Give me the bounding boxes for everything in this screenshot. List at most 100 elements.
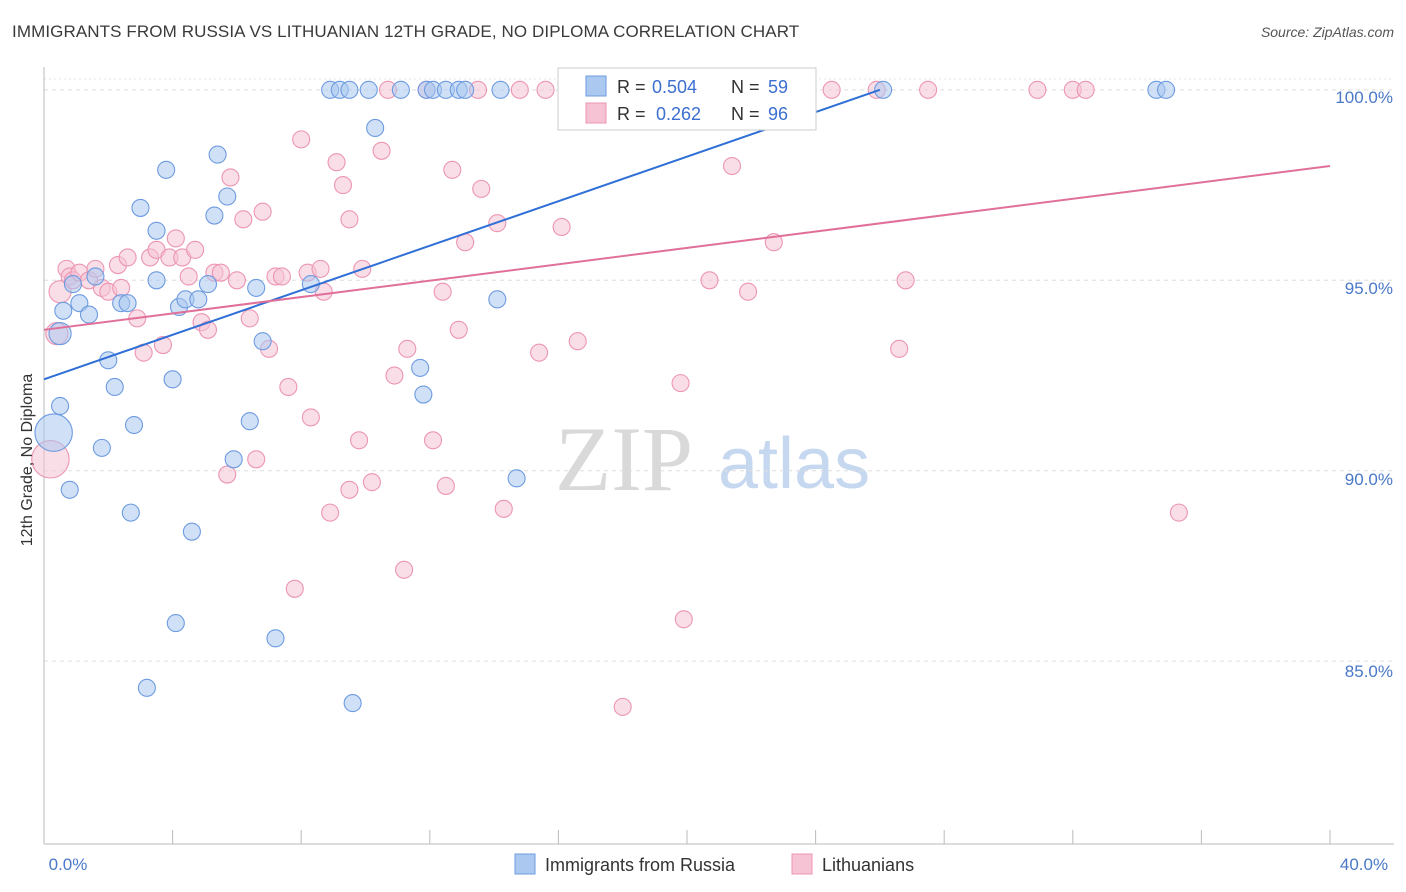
lithuanians-point bbox=[166, 229, 185, 248]
lithuanians-point bbox=[198, 320, 218, 339]
russia-point bbox=[366, 118, 385, 137]
bottom-legend-label-lithuanians: Lithuanians bbox=[822, 855, 914, 875]
russia-point bbox=[157, 160, 176, 179]
russia-trend-line bbox=[43, 88, 881, 381]
russia-point bbox=[507, 469, 526, 488]
russia-point bbox=[205, 206, 224, 225]
lithuanians-point bbox=[700, 271, 719, 290]
russia-point bbox=[63, 275, 82, 294]
russia-point bbox=[340, 80, 359, 99]
russia-point bbox=[456, 80, 475, 99]
lithuanians-point bbox=[423, 431, 443, 450]
russia-point bbox=[163, 370, 182, 389]
lithuanians-point bbox=[443, 160, 462, 179]
russia-point bbox=[60, 480, 79, 499]
russia-point bbox=[874, 80, 893, 99]
y-tick-label-90: 90.0% bbox=[1345, 470, 1393, 489]
legend-n-value-russia: 59 bbox=[768, 77, 788, 97]
watermark-zip: ZIP bbox=[555, 408, 693, 510]
lithuanians-point bbox=[449, 320, 468, 339]
lithuanians-point bbox=[395, 560, 414, 579]
legend-n-value-lithuanians: 96 bbox=[768, 104, 788, 124]
russia-point bbox=[266, 629, 285, 648]
legend-swatch-russia bbox=[585, 75, 607, 97]
lithuanians-point bbox=[372, 141, 391, 160]
lithuanians-point bbox=[272, 267, 291, 286]
russia-point bbox=[189, 290, 208, 309]
lithuanians-trend-line bbox=[43, 165, 1331, 331]
lithuanians-point bbox=[227, 271, 246, 290]
russia-point bbox=[54, 301, 73, 320]
lithuanians-point bbox=[186, 240, 205, 259]
russia-point bbox=[343, 694, 362, 713]
lithuanians-point bbox=[1028, 80, 1047, 99]
lithuanians-point bbox=[398, 339, 417, 358]
russia-point bbox=[1156, 80, 1176, 99]
lithuanians-point bbox=[211, 263, 230, 282]
russia-point bbox=[137, 678, 156, 697]
russia-point bbox=[253, 332, 272, 351]
lithuanians-point bbox=[279, 377, 298, 396]
russia-point bbox=[34, 413, 73, 452]
lithuanians-point bbox=[1076, 80, 1095, 99]
lithuanians-point bbox=[472, 179, 491, 198]
lithuanians-point bbox=[919, 80, 938, 99]
lithuanians-point bbox=[118, 248, 137, 267]
bottom-legend-swatch-russia bbox=[514, 853, 536, 875]
lithuanians-point bbox=[321, 503, 340, 522]
y-tick-label-85: 85.0% bbox=[1345, 662, 1393, 681]
russia-point bbox=[121, 503, 140, 522]
series-legend: Immigrants from Russia Lithuanians bbox=[514, 853, 914, 875]
lithuanians-point bbox=[510, 80, 529, 99]
bottom-legend-label-russia: Immigrants from Russia bbox=[545, 855, 736, 875]
russia-point bbox=[218, 187, 237, 206]
lithuanians-point bbox=[333, 176, 353, 195]
lithuanians-point bbox=[240, 309, 259, 328]
bottom-legend-swatch-lithuanians bbox=[791, 853, 813, 875]
chart-title: IMMIGRANTS FROM RUSSIA VS LITHUANIAN 12T… bbox=[12, 22, 800, 41]
lithuanians-point bbox=[494, 499, 513, 518]
russia-point bbox=[391, 80, 410, 99]
lithuanians-point bbox=[568, 332, 587, 351]
source-credit: Source: ZipAtlas.com bbox=[1260, 24, 1394, 40]
lithuanians-point bbox=[1169, 503, 1188, 522]
russia-point bbox=[166, 614, 185, 633]
correlation-legend: R = 0.504 N = 59 R = 0.262 N = 96 bbox=[557, 67, 817, 131]
lithuanians-point bbox=[674, 610, 693, 629]
lithuanians-point bbox=[822, 80, 841, 99]
gridlines bbox=[44, 78, 1394, 662]
lithuanians-point bbox=[340, 480, 359, 499]
lithuanians-point bbox=[613, 697, 632, 716]
lithuanians-point bbox=[112, 278, 131, 297]
russia-point bbox=[131, 198, 150, 217]
lithuanians-point bbox=[530, 343, 549, 362]
legend-r-label-russia: R = bbox=[617, 77, 646, 97]
lithuanians-point bbox=[247, 450, 266, 469]
russia-point bbox=[224, 450, 243, 469]
russia-point bbox=[411, 358, 430, 377]
russia-point bbox=[124, 415, 144, 435]
russia-point bbox=[247, 278, 266, 297]
axes bbox=[43, 67, 1394, 845]
russia-point bbox=[240, 412, 259, 431]
legend-n-label-lithuanians: N = bbox=[731, 104, 760, 124]
lithuanians-point bbox=[722, 156, 742, 176]
lithuanians-point bbox=[436, 476, 455, 496]
lithuanians-point bbox=[536, 80, 555, 99]
lithuanians-point bbox=[218, 465, 237, 484]
russia-point bbox=[51, 396, 70, 416]
lithuanians-point bbox=[739, 282, 758, 301]
russia-point bbox=[182, 522, 201, 541]
legend-swatch-lithuanians bbox=[585, 102, 607, 124]
russia-point bbox=[491, 80, 510, 99]
lithuanians-point bbox=[221, 168, 240, 187]
lithuanians-point bbox=[253, 202, 272, 221]
russia-point bbox=[118, 294, 137, 313]
russia-point bbox=[488, 290, 507, 309]
lithuanians-point bbox=[311, 259, 330, 278]
lithuanians-point bbox=[340, 210, 359, 229]
russia-point bbox=[208, 145, 227, 164]
russia-point bbox=[92, 438, 111, 457]
lithuanians-point bbox=[890, 339, 909, 358]
